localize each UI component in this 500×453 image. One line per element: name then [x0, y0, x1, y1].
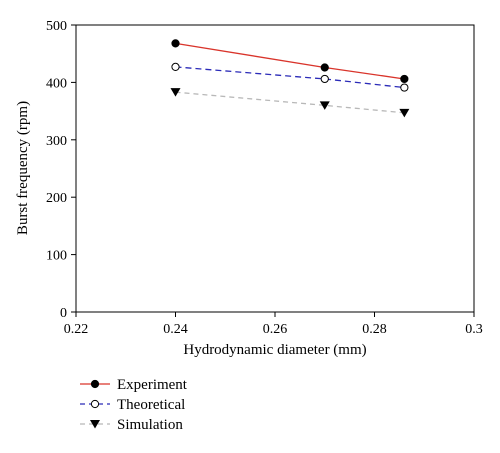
data-point-simulation	[399, 108, 410, 118]
y-tick-label: 200	[46, 191, 67, 206]
legend-marker-theoretical	[90, 399, 100, 409]
x-tick-label: 0.24	[163, 322, 188, 337]
data-point-experiment	[320, 63, 329, 72]
data-point-experiment	[400, 74, 409, 84]
data-point-theoretical	[171, 62, 180, 72]
y-tick-label: 0	[60, 306, 67, 321]
x-tick-label: 0.28	[362, 322, 387, 337]
legend-marker-simulation	[90, 420, 100, 429]
legend: Experiment Theoretical Simulation	[80, 377, 188, 433]
series-line-experiment	[175, 42, 405, 80]
x-tick-label: 0.3	[465, 322, 483, 337]
x-tick-label: 0.26	[263, 322, 288, 337]
y-axis: 0 100 200 300 400 500	[46, 19, 76, 321]
data-point-theoretical	[320, 74, 329, 84]
data-point-simulation	[319, 101, 330, 110]
y-axis-title: Burst frequency (rpm)	[15, 101, 31, 235]
legend-label-simulation: Simulation	[117, 417, 183, 433]
data-point-experiment	[171, 39, 180, 48]
y-tick-label: 400	[46, 76, 67, 91]
series-layer	[170, 39, 410, 118]
y-tick-label: 500	[46, 19, 67, 34]
x-tick-label: 0.22	[64, 322, 89, 337]
y-tick-label: 100	[46, 249, 67, 264]
legend-label-theoretical: Theoretical	[117, 397, 185, 413]
plot-area-frame	[75, 24, 475, 313]
data-point-simulation	[170, 88, 181, 97]
series-line-theoretical	[175, 66, 405, 89]
y-tick-label: 300	[46, 134, 67, 149]
x-axis-title: Hydrodynamic diameter (mm)	[183, 342, 366, 358]
x-axis: 0.22 0.24 0.26 0.28 0.3	[64, 312, 483, 337]
series-line-simulation	[175, 91, 405, 114]
legend-marker-experiment	[90, 379, 100, 389]
legend-label-experiment: Experiment	[117, 377, 188, 393]
data-point-theoretical	[400, 83, 409, 92]
